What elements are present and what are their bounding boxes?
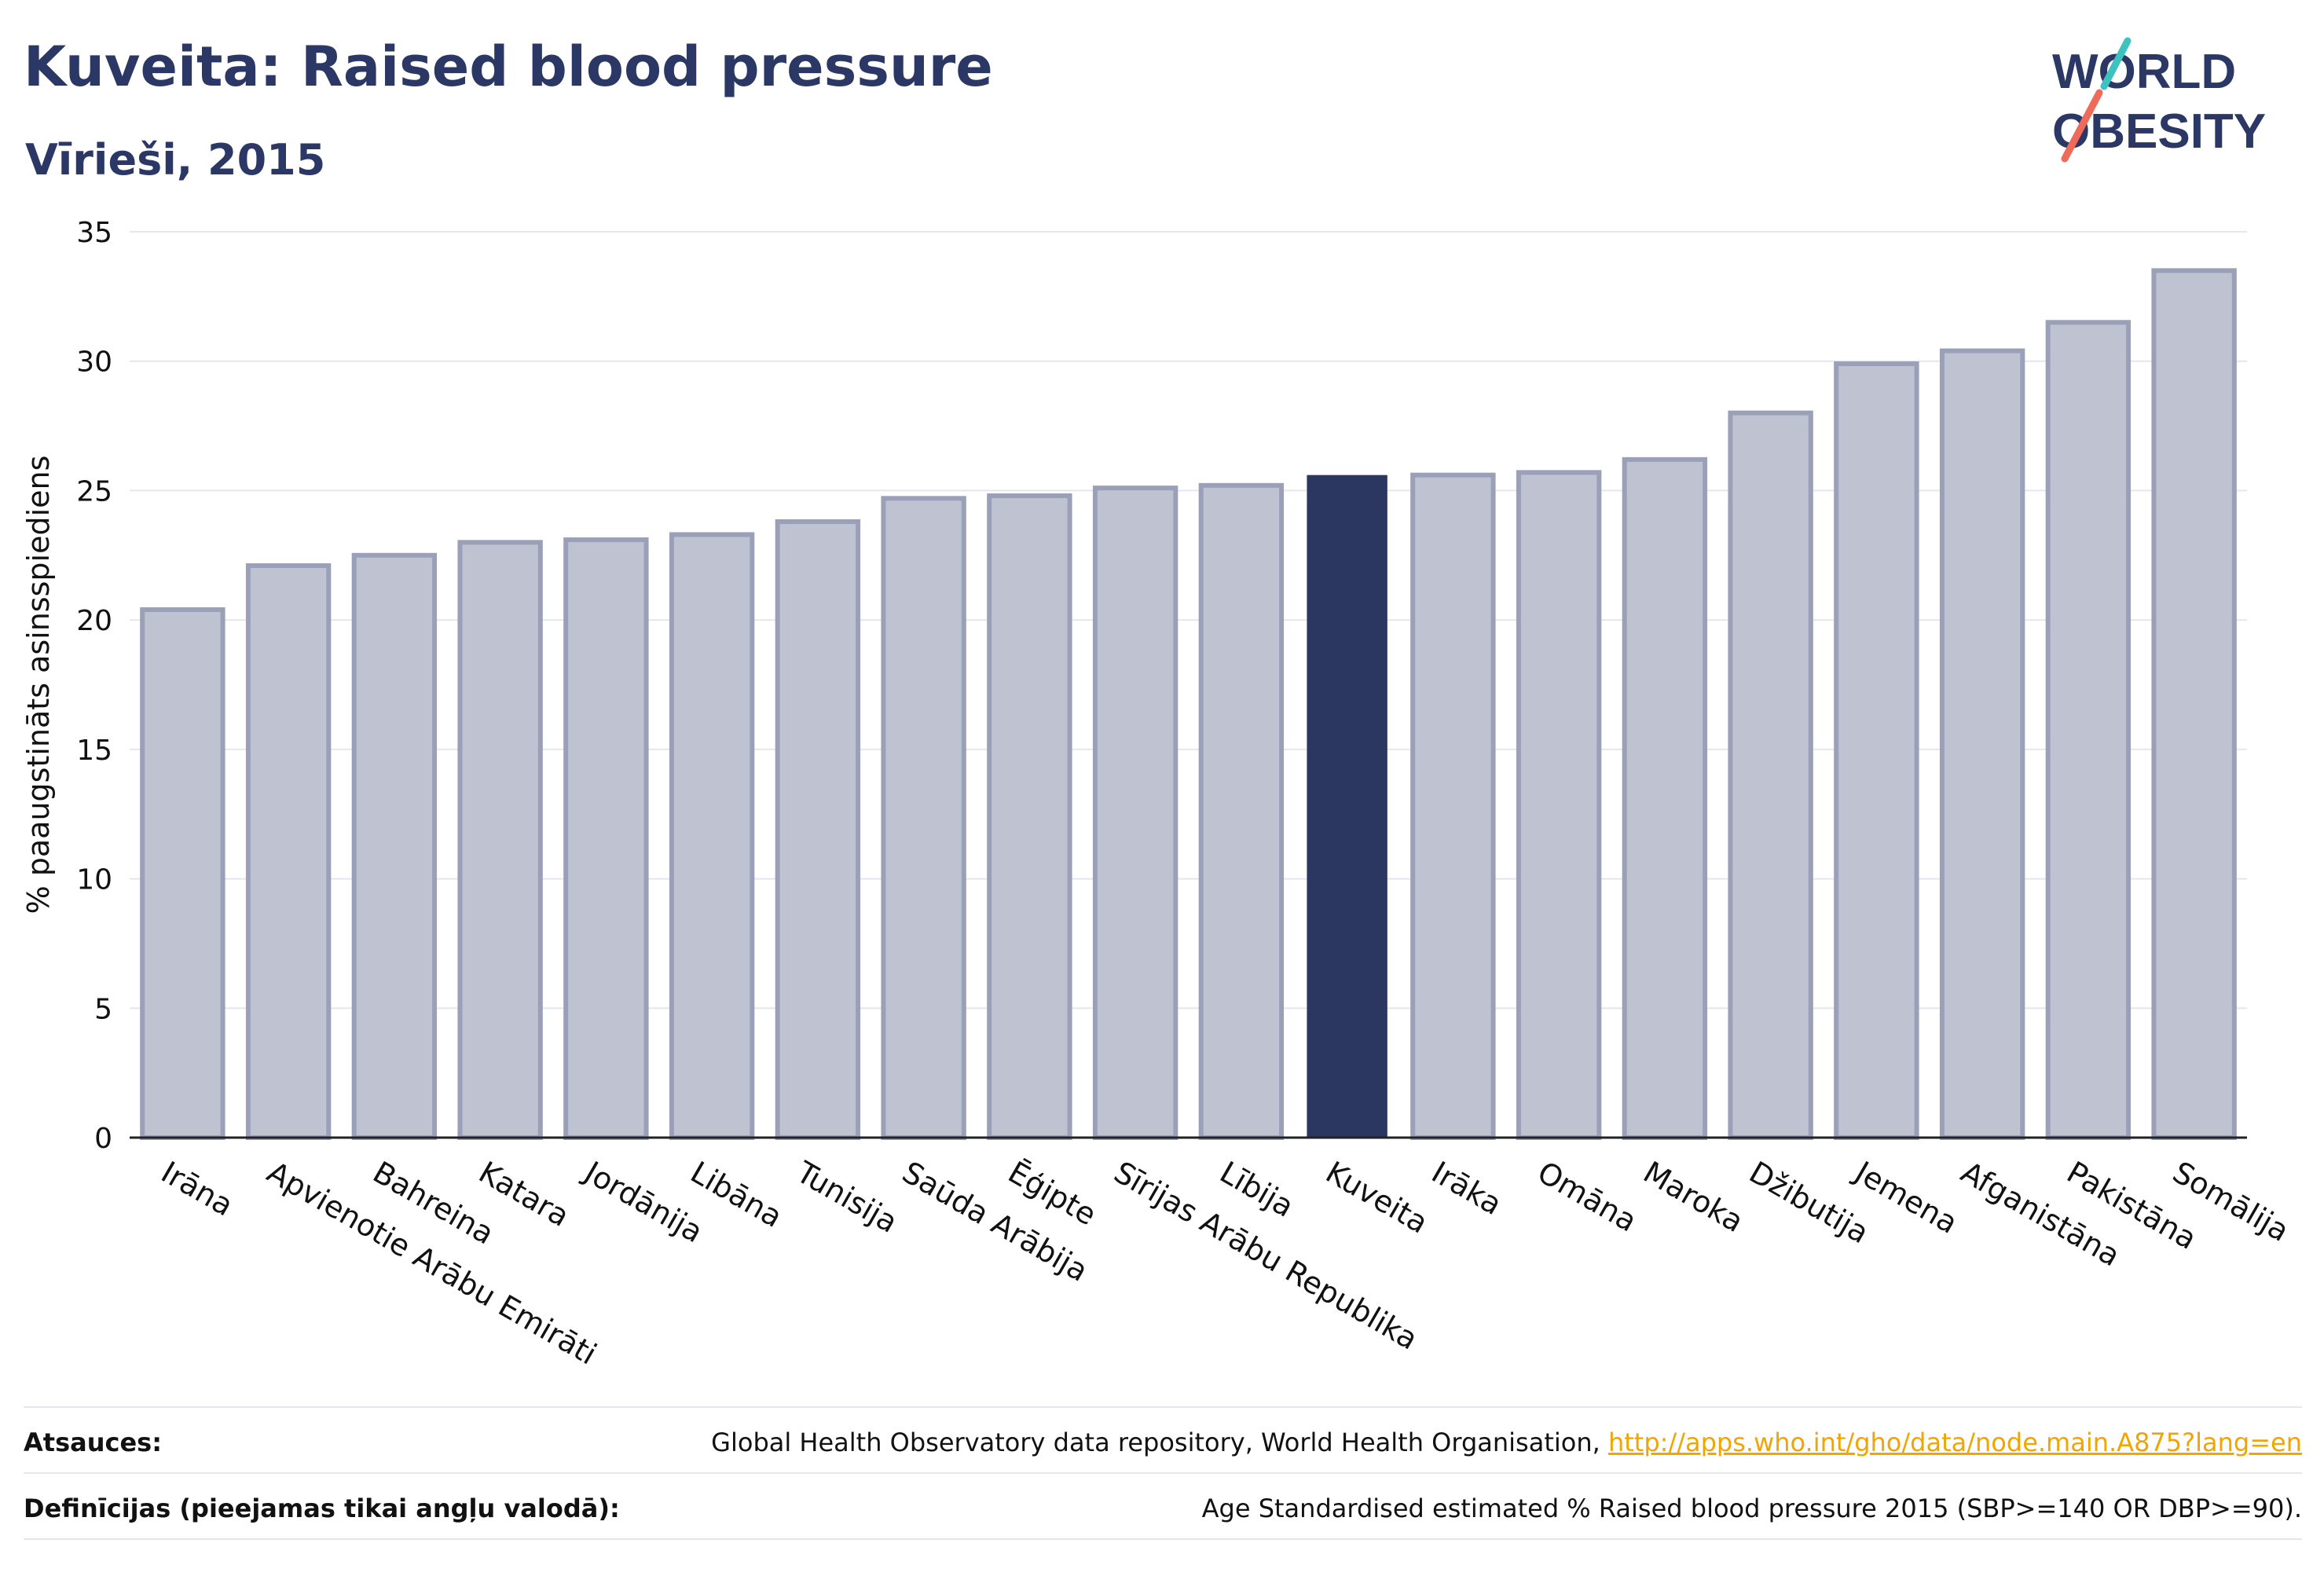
x-tick-label: Omāna: [1532, 1155, 1643, 1239]
bar-Lībija: [1198, 482, 1285, 1140]
bar-Pakistāna: [2045, 320, 2132, 1140]
x-tick-label: Irāna: [156, 1155, 239, 1223]
footer-sources-row: Atsauces: Global Health Observatory data…: [24, 1411, 2302, 1474]
x-tick-label: Jordānija: [577, 1154, 709, 1250]
x-tick-label: Kuveita: [1320, 1155, 1434, 1241]
y-tick-label: 5: [94, 993, 112, 1025]
logo-slash-red: [2061, 89, 2103, 163]
y-axis-label: % paaugstināts asinsspiediens: [21, 456, 56, 914]
bar-Saūda Arābija: [881, 496, 966, 1140]
bar-Libāna: [669, 532, 755, 1140]
bar-Bahreina: [351, 552, 438, 1140]
y-tick-label: 15: [76, 735, 112, 767]
bar-Irāka: [1410, 472, 1496, 1140]
footer-divider-top: [24, 1406, 2302, 1408]
footer-divider-bottom: [24, 1538, 2302, 1540]
grid-lines: [130, 231, 2247, 1010]
y-tick-label: 0: [94, 1123, 112, 1155]
chart-title: Kuveita: Raised blood pressure: [24, 35, 993, 99]
bar-Maroka: [1622, 456, 1708, 1140]
bar-Omāna: [1516, 470, 1602, 1140]
footer-divider-middle: [24, 1472, 2302, 1474]
bar-Somālija: [2151, 268, 2237, 1140]
y-tick-label: 35: [76, 217, 112, 249]
sources-value: Global Health Observatory data repositor…: [711, 1428, 2302, 1457]
footer-definitions-row: Definīcijas (pieejamas tikai angļu valod…: [24, 1477, 2302, 1540]
logo-slash-teal: [2100, 37, 2132, 90]
y-tick-labels: 0 5 10 15 20 25 30 35: [76, 217, 112, 1155]
bar-Tunisija: [775, 519, 861, 1140]
sources-label: Atsauces:: [24, 1428, 162, 1457]
sources-text: Global Health Observatory data repositor…: [711, 1428, 1608, 1457]
bar-Kuveita: [1307, 475, 1387, 1138]
x-tick-label: Saūda Arābija: [896, 1155, 1094, 1288]
bar-Jemena: [1834, 361, 1919, 1141]
x-tick-label: Džibutija: [1743, 1155, 1875, 1251]
y-tick-label: 30: [76, 346, 112, 379]
definitions-text: Age Standardised estimated % Raised bloo…: [1201, 1494, 2302, 1523]
bar-Ēģipte: [987, 493, 1072, 1140]
x-tick-labels: Irāna Apvienotie Arābu EmirātiBahreinaKat…: [156, 1154, 2295, 1372]
bar-Džibutija: [1728, 410, 1813, 1140]
bar-chart: 0 5 10 15 20 25 30 35 Irāna Apvienotie Arābu Emi…: [21, 217, 2295, 1372]
x-tick-label: Maroka: [1637, 1155, 1749, 1239]
bar-Irāna: [140, 607, 225, 1140]
logo-line-1: WORLD: [2052, 45, 2236, 99]
sources-link[interactable]: http://apps.who.int/gho/data/node.main.A…: [1607, 1428, 2302, 1457]
y-tick-label: 25: [76, 475, 112, 508]
chart-subtitle: Vīrieši, 2015: [25, 135, 326, 185]
bars: [140, 268, 2237, 1141]
bar-Katara: [457, 540, 543, 1140]
world-obesity-logo: WORLD OBESITY: [2052, 37, 2266, 163]
bar-Afganistāna: [1939, 348, 2025, 1140]
x-tick-label: Tunisija: [790, 1154, 904, 1240]
bar-Jordānija: [563, 537, 649, 1140]
x-tick-label: Irāka: [1426, 1155, 1508, 1222]
y-tick-label: 20: [76, 605, 112, 637]
bar-Sīrijas Arābu Republika: [1092, 486, 1178, 1140]
bar-Apvienotie Arābu Emirāti: [245, 563, 332, 1140]
y-tick-label: 10: [76, 864, 112, 896]
definitions-label: Definīcijas (pieejamas tikai angļu valod…: [24, 1494, 620, 1523]
